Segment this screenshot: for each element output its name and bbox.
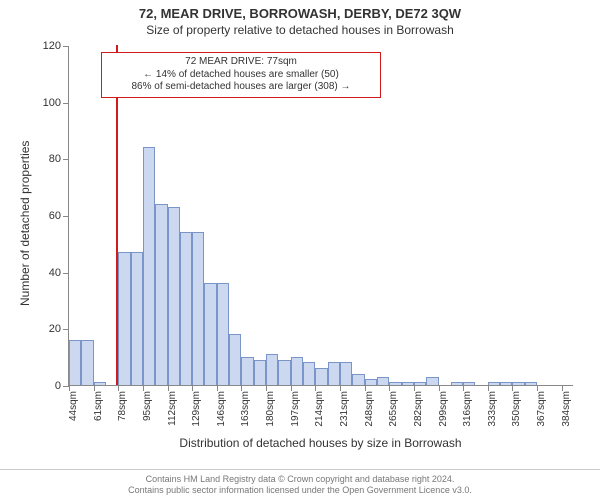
x-tick-label: 248sqm [364, 391, 375, 427]
y-tick-label: 120 [43, 40, 61, 52]
histogram-bar [512, 382, 524, 385]
histogram-bar [500, 382, 512, 385]
x-tick-label: 44sqm [68, 391, 79, 421]
y-tick-label: 0 [55, 380, 61, 392]
page-title-2: Size of property relative to detached ho… [0, 21, 600, 37]
y-tick [63, 103, 69, 104]
histogram-bar [143, 147, 155, 385]
histogram-bar [291, 357, 303, 385]
x-tick-label: 146sqm [216, 391, 227, 427]
histogram-bar [525, 382, 537, 385]
y-tick [63, 46, 69, 47]
histogram-bar [217, 283, 229, 385]
histogram-bar [389, 382, 401, 385]
histogram-bar [229, 334, 241, 385]
histogram-bar [278, 360, 290, 386]
page-title-1: 72, MEAR DRIVE, BORROWASH, DERBY, DE72 3… [0, 0, 600, 21]
y-tick-label: 60 [49, 210, 61, 222]
x-tick-label: 265sqm [388, 391, 399, 427]
histogram-chart: 02040608010012044sqm61sqm78sqm95sqm112sq… [68, 46, 573, 386]
histogram-bar [118, 252, 130, 385]
y-tick [63, 273, 69, 274]
x-tick-label: 231sqm [339, 391, 350, 427]
histogram-bar [180, 232, 192, 385]
x-tick-label: 299sqm [438, 391, 449, 427]
x-tick-label: 163sqm [240, 391, 251, 427]
marker-callout: 72 MEAR DRIVE: 77sqm← 14% of detached ho… [101, 52, 381, 98]
y-tick-label: 100 [43, 97, 61, 109]
histogram-bar [402, 382, 414, 385]
histogram-bar [131, 252, 143, 385]
x-axis-label: Distribution of detached houses by size … [68, 436, 573, 450]
x-tick-label: 282sqm [413, 391, 424, 427]
y-tick-label: 80 [49, 153, 61, 165]
histogram-bar [192, 232, 204, 385]
callout-line: ← 14% of detached houses are smaller (50… [108, 69, 374, 82]
histogram-bar [168, 207, 180, 386]
histogram-bar [451, 382, 463, 385]
y-axis-label: Number of detached properties [18, 141, 32, 306]
callout-line: 86% of semi‑detached houses are larger (… [108, 81, 374, 94]
x-tick-label: 350sqm [511, 391, 522, 427]
y-tick-label: 20 [49, 323, 61, 335]
y-tick [63, 159, 69, 160]
x-tick-label: 180sqm [265, 391, 276, 427]
x-tick-label: 197sqm [290, 391, 301, 427]
histogram-bar [414, 382, 426, 385]
histogram-bar [365, 379, 377, 385]
footer-line-1: Contains HM Land Registry data © Crown c… [8, 474, 592, 485]
x-tick-label: 129sqm [191, 391, 202, 427]
histogram-bar [488, 382, 500, 385]
attribution-footer: Contains HM Land Registry data © Crown c… [0, 469, 600, 496]
x-tick-label: 384sqm [561, 391, 572, 427]
x-tick-label: 95sqm [142, 391, 153, 421]
histogram-bar [463, 382, 475, 385]
histogram-bar [426, 377, 438, 386]
histogram-bar [69, 340, 81, 385]
y-tick-label: 40 [49, 267, 61, 279]
histogram-bar [81, 340, 93, 385]
histogram-bar [328, 362, 340, 385]
histogram-bar [155, 204, 167, 385]
histogram-bar [266, 354, 278, 385]
x-tick-label: 316sqm [462, 391, 473, 427]
x-tick-label: 333sqm [487, 391, 498, 427]
y-tick [63, 329, 69, 330]
histogram-bar [94, 382, 106, 385]
histogram-bar [340, 362, 352, 385]
histogram-bar [352, 374, 364, 385]
callout-line: 72 MEAR DRIVE: 77sqm [108, 56, 374, 69]
histogram-bar [377, 377, 389, 386]
x-tick-label: 367sqm [536, 391, 547, 427]
histogram-bar [204, 283, 216, 385]
histogram-bar [241, 357, 253, 385]
x-tick-label: 78sqm [117, 391, 128, 421]
histogram-bar [315, 368, 327, 385]
histogram-bar [254, 360, 266, 386]
x-tick-label: 61sqm [93, 391, 104, 421]
y-tick [63, 216, 69, 217]
footer-line-2: Contains public sector information licen… [8, 485, 592, 496]
x-tick-label: 112sqm [167, 391, 178, 426]
x-tick-label: 214sqm [314, 391, 325, 427]
histogram-bar [303, 362, 315, 385]
